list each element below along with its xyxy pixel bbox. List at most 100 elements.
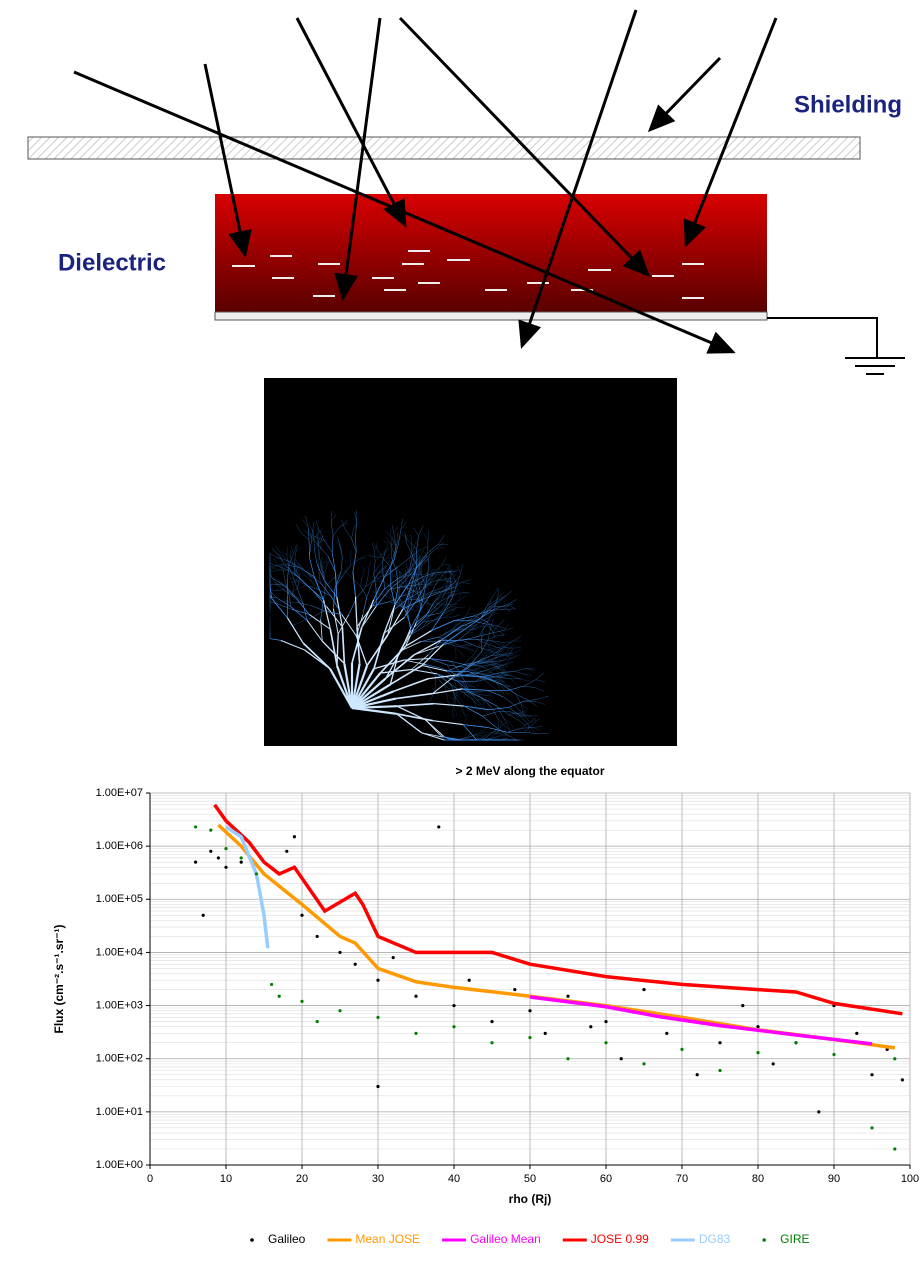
- data-point: [528, 1036, 531, 1039]
- data-point: [338, 1009, 341, 1012]
- data-point: [354, 963, 357, 966]
- dielectric-label: Dielectric: [58, 249, 166, 276]
- data-point: [893, 1147, 896, 1150]
- data-point: [490, 1041, 493, 1044]
- data-point: [855, 1032, 858, 1035]
- data-point: [566, 995, 569, 998]
- data-point: [300, 914, 303, 917]
- x-tick-label: 10: [220, 1173, 232, 1185]
- shielding-label: Shielding: [794, 91, 902, 118]
- data-point: [316, 1020, 319, 1023]
- x-tick-label: 80: [752, 1173, 764, 1185]
- data-point: [376, 1085, 379, 1088]
- data-point: [240, 861, 243, 864]
- data-point: [718, 1069, 721, 1072]
- x-tick-label: 30: [372, 1173, 384, 1185]
- data-point: [490, 1020, 493, 1023]
- data-point: [414, 1032, 417, 1035]
- data-point: [209, 829, 212, 832]
- data-point: [209, 850, 212, 853]
- data-point: [817, 1110, 820, 1113]
- x-axis-label: rho (Rj): [509, 1192, 552, 1206]
- data-point: [832, 1053, 835, 1056]
- legend-swatch: [250, 1238, 254, 1242]
- data-point: [468, 979, 471, 982]
- y-axis-label: Flux (cm⁻².s⁻¹.sr⁻¹): [52, 924, 66, 1033]
- series-line: [226, 827, 268, 948]
- data-point: [665, 1032, 668, 1035]
- data-point: [437, 825, 440, 828]
- data-point: [240, 856, 243, 859]
- data-point: [696, 1073, 699, 1076]
- x-tick-label: 100: [901, 1173, 919, 1185]
- data-point: [255, 872, 258, 875]
- x-tick-label: 60: [600, 1173, 612, 1185]
- x-tick-label: 70: [676, 1173, 688, 1185]
- data-point: [513, 988, 516, 991]
- page: Shielding Dielectric > 2 MeV along the e…: [0, 0, 924, 1263]
- data-point: [642, 1062, 645, 1065]
- data-point: [741, 1004, 744, 1007]
- legend-label: DG83: [699, 1232, 731, 1246]
- page-canvas: Shielding Dielectric > 2 MeV along the e…: [0, 0, 924, 1258]
- data-point: [414, 995, 417, 998]
- discharge-image: [264, 378, 677, 746]
- data-point: [452, 1004, 455, 1007]
- y-tick-label: 1.00E+07: [96, 787, 143, 799]
- ground-plate: [215, 312, 767, 320]
- data-point: [376, 979, 379, 982]
- diagram: Shielding Dielectric: [28, 10, 905, 374]
- data-point: [589, 1025, 592, 1028]
- legend-label: GIRE: [780, 1232, 809, 1246]
- legend-label: Mean JOSE: [355, 1232, 420, 1246]
- x-tick-label: 90: [828, 1173, 840, 1185]
- data-point: [300, 1000, 303, 1003]
- chart-title: > 2 MeV along the equator: [455, 764, 604, 778]
- legend-label: Galileo Mean: [470, 1232, 541, 1246]
- data-point: [870, 1126, 873, 1129]
- data-point: [544, 1032, 547, 1035]
- data-point: [452, 1025, 455, 1028]
- data-point: [270, 983, 273, 986]
- data-point: [604, 1020, 607, 1023]
- data-point: [285, 850, 288, 853]
- data-point: [194, 861, 197, 864]
- data-point: [293, 835, 296, 838]
- data-point: [604, 1041, 607, 1044]
- data-point: [392, 956, 395, 959]
- y-tick-label: 1.00E+05: [96, 893, 143, 905]
- x-tick-label: 0: [147, 1173, 153, 1185]
- legend-label: Galileo: [268, 1232, 306, 1246]
- image-background: [264, 378, 677, 746]
- y-tick-label: 1.00E+01: [96, 1106, 143, 1118]
- data-point: [756, 1025, 759, 1028]
- data-point: [794, 1041, 797, 1044]
- data-point: [756, 1051, 759, 1054]
- data-point: [202, 914, 205, 917]
- data-point: [566, 1057, 569, 1060]
- legend-label: JOSE 0.99: [591, 1232, 649, 1246]
- data-point: [680, 1048, 683, 1051]
- data-point: [870, 1073, 873, 1076]
- y-tick-label: 1.00E+03: [96, 999, 143, 1011]
- data-point: [224, 866, 227, 869]
- y-tick-label: 1.00E+04: [96, 946, 143, 958]
- data-point: [217, 856, 220, 859]
- data-point: [893, 1057, 896, 1060]
- data-point: [642, 988, 645, 991]
- data-point: [528, 1009, 531, 1012]
- y-tick-label: 1.00E+06: [96, 840, 143, 852]
- shielding: [28, 137, 860, 159]
- y-tick-label: 1.00E+02: [96, 1053, 143, 1065]
- x-tick-label: 50: [524, 1173, 536, 1185]
- x-tick-label: 20: [296, 1173, 308, 1185]
- data-point: [901, 1078, 904, 1081]
- ground: [767, 318, 905, 374]
- chart: > 2 MeV along the equator rho (Rj) Flux …: [52, 764, 919, 1246]
- data-point: [316, 935, 319, 938]
- data-point: [718, 1041, 721, 1044]
- dielectric: [215, 194, 767, 312]
- data-point: [376, 1016, 379, 1019]
- data-point: [338, 951, 341, 954]
- legend-swatch: [762, 1238, 766, 1242]
